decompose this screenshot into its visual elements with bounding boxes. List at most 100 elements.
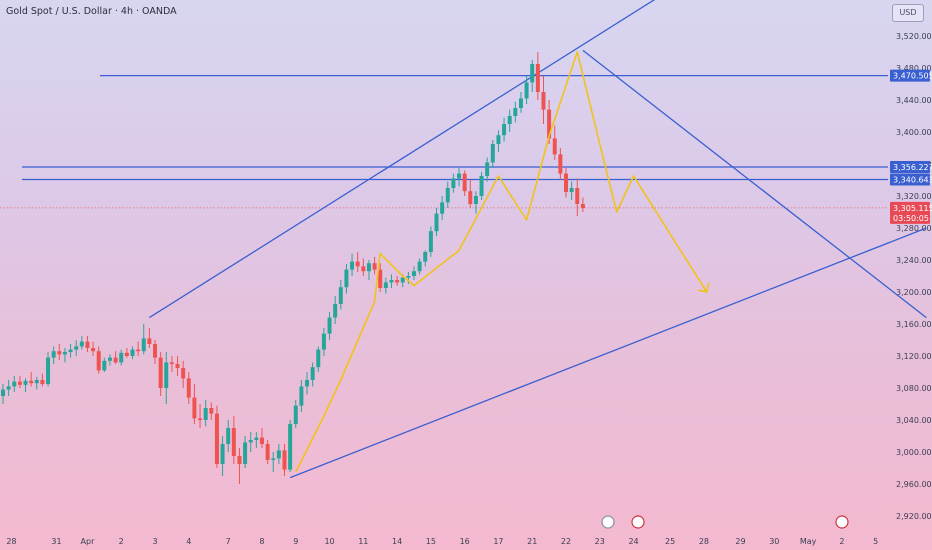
candle-body[interactable] (51, 351, 56, 358)
candle-body[interactable] (569, 188, 574, 192)
candle-body[interactable] (434, 213, 439, 232)
candle-body[interactable] (350, 261, 355, 270)
candle-body[interactable] (580, 204, 585, 208)
candle-body[interactable] (406, 276, 411, 278)
candle-body[interactable] (124, 352, 129, 356)
candle-body[interactable] (79, 341, 84, 347)
candle-body[interactable] (265, 444, 270, 460)
candle-body[interactable] (203, 408, 208, 420)
candle-body[interactable] (259, 437, 264, 444)
candle-body[interactable] (62, 352, 67, 355)
trendline[interactable] (582, 49, 927, 319)
candle-body[interactable] (96, 351, 101, 371)
candle-body[interactable] (513, 108, 518, 116)
candle-body[interactable] (305, 380, 310, 387)
candle-body[interactable] (378, 269, 383, 288)
candle-body[interactable] (276, 450, 281, 459)
candle-body[interactable] (355, 261, 360, 267)
candle-body[interactable] (327, 317, 332, 334)
candle-body[interactable] (372, 263, 377, 270)
candle-body[interactable] (445, 188, 450, 203)
candle-body[interactable] (389, 280, 394, 283)
candle-body[interactable] (575, 188, 580, 204)
candle-body[interactable] (85, 341, 90, 348)
candle-body[interactable] (231, 428, 236, 456)
us-flag-icon[interactable] (631, 515, 645, 529)
candle-body[interactable] (12, 381, 17, 387)
candle-body[interactable] (136, 349, 141, 352)
candle-body[interactable] (130, 349, 135, 356)
candle-body[interactable] (558, 154, 563, 174)
candle-body[interactable] (547, 109, 552, 139)
candle-body[interactable] (254, 437, 259, 440)
candle-body[interactable] (214, 413, 219, 464)
candle-body[interactable] (1, 389, 5, 396)
candle-body[interactable] (153, 344, 158, 358)
candle-body[interactable] (186, 378, 191, 398)
candle-body[interactable] (23, 380, 28, 385)
candle-body[interactable] (564, 173, 568, 192)
candle-body[interactable] (91, 348, 96, 352)
candle-body[interactable] (74, 346, 79, 350)
candle-body[interactable] (485, 162, 490, 176)
candle-body[interactable] (338, 287, 343, 304)
candle-body[interactable] (451, 178, 456, 188)
candle-body[interactable] (411, 271, 416, 276)
candle-body[interactable] (479, 176, 484, 196)
candle-body[interactable] (502, 124, 507, 136)
candle-body[interactable] (457, 173, 462, 179)
candle-body[interactable] (34, 380, 39, 384)
candle-body[interactable] (507, 116, 512, 124)
candle-body[interactable] (518, 98, 523, 108)
projection-path[interactable] (295, 51, 708, 473)
trendline[interactable] (289, 227, 927, 479)
candle-body[interactable] (107, 357, 112, 361)
candle-body[interactable] (29, 380, 34, 384)
candle-body[interactable] (383, 282, 388, 288)
candle-body[interactable] (293, 405, 298, 424)
candle-body[interactable] (164, 362, 169, 388)
candle-body[interactable] (552, 138, 557, 155)
candle-body[interactable] (192, 397, 197, 419)
candle-body[interactable] (271, 458, 276, 460)
candle-body[interactable] (243, 442, 248, 464)
candle-body[interactable] (147, 338, 152, 344)
candle-body[interactable] (400, 277, 405, 283)
candle-body[interactable] (299, 386, 304, 406)
candle-body[interactable] (46, 357, 51, 384)
candle-body[interactable] (321, 333, 326, 350)
candle-body[interactable] (220, 444, 225, 464)
candle-body[interactable] (198, 418, 203, 420)
candle-body[interactable] (209, 408, 214, 414)
candle-body[interactable] (417, 261, 422, 272)
candle-body[interactable] (344, 269, 349, 288)
candle-body[interactable] (541, 92, 546, 110)
candle-body[interactable] (423, 252, 428, 262)
candle-body[interactable] (102, 360, 107, 371)
candle-body[interactable] (119, 352, 124, 363)
candle-body[interactable] (248, 440, 253, 443)
candle-body[interactable] (141, 338, 146, 352)
candle-body[interactable] (468, 191, 473, 204)
currency-badge[interactable]: USD (892, 4, 924, 22)
candle-body[interactable] (169, 362, 174, 364)
candle-body[interactable] (226, 428, 231, 444)
candle-body[interactable] (333, 304, 338, 318)
candle-body[interactable] (237, 456, 242, 464)
candle-body[interactable] (490, 144, 495, 163)
candle-body[interactable] (496, 135, 501, 144)
candle-body[interactable] (282, 450, 287, 470)
candle-body[interactable] (462, 173, 467, 192)
candle-body[interactable] (361, 266, 366, 272)
candle-body[interactable] (440, 202, 445, 214)
candle-body[interactable] (57, 351, 62, 355)
candle-body[interactable] (310, 367, 315, 380)
candle-body[interactable] (524, 82, 529, 99)
us-flag-icon[interactable] (835, 515, 849, 529)
candle-body[interactable] (366, 263, 371, 272)
candle-body[interactable] (6, 386, 11, 390)
candle-body[interactable] (316, 349, 321, 368)
candle-body[interactable] (68, 349, 73, 352)
